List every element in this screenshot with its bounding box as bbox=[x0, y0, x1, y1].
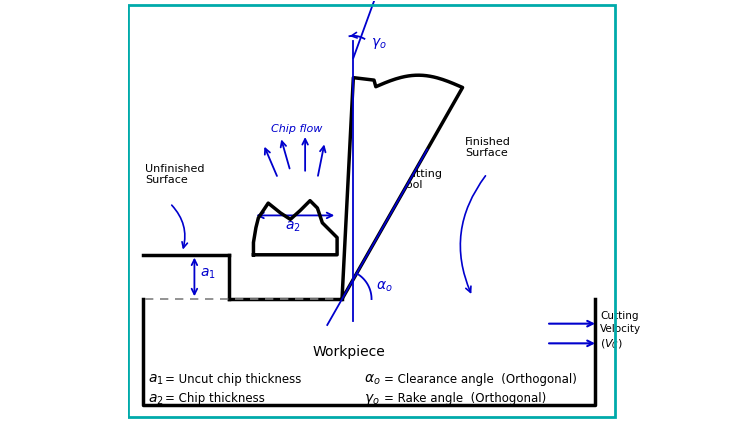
Text: $\alpha_o$: $\alpha_o$ bbox=[364, 373, 381, 387]
Text: $a_1$: $a_1$ bbox=[147, 373, 163, 387]
Text: $a_2$: $a_2$ bbox=[285, 219, 301, 234]
Text: Velocity: Velocity bbox=[601, 324, 642, 334]
Text: = Uncut chip thickness: = Uncut chip thickness bbox=[165, 373, 301, 386]
Text: = Rake angle  (Orthogonal): = Rake angle (Orthogonal) bbox=[384, 392, 546, 405]
Text: = Clearance angle  (Orthogonal): = Clearance angle (Orthogonal) bbox=[384, 373, 577, 386]
Text: Cutting
Tool: Cutting Tool bbox=[401, 169, 442, 190]
Text: Unfinished
Surface: Unfinished Surface bbox=[145, 164, 205, 185]
Text: Workpiece: Workpiece bbox=[313, 345, 386, 359]
Text: $(V_C)$: $(V_C)$ bbox=[601, 337, 623, 351]
Polygon shape bbox=[254, 201, 337, 255]
Text: $\gamma_o$: $\gamma_o$ bbox=[370, 36, 386, 51]
Text: Finished
Surface: Finished Surface bbox=[465, 137, 511, 158]
Text: Cutting: Cutting bbox=[601, 311, 639, 321]
Text: $\gamma_o$: $\gamma_o$ bbox=[364, 392, 380, 408]
Text: $a_2$: $a_2$ bbox=[147, 392, 163, 407]
Text: = Chip thickness: = Chip thickness bbox=[165, 392, 265, 405]
Text: Chip flow: Chip flow bbox=[271, 124, 322, 134]
Text: $\alpha_o$: $\alpha_o$ bbox=[376, 279, 393, 293]
Text: $a_1$: $a_1$ bbox=[200, 267, 216, 281]
Polygon shape bbox=[342, 75, 462, 299]
